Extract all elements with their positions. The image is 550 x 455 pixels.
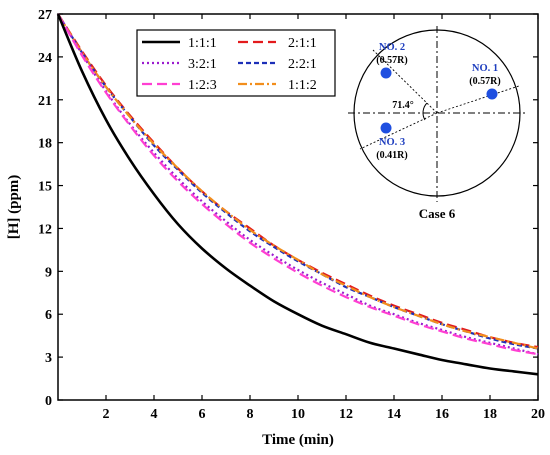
inset-point-2-label: NO. 2 xyxy=(379,42,405,53)
inset-point-2 xyxy=(380,67,392,79)
x-tick-label: 10 xyxy=(291,407,305,422)
x-tick-label: 20 xyxy=(531,407,545,422)
series-line-1-2-3 xyxy=(57,13,539,356)
y-tick-label: 0 xyxy=(45,394,52,409)
y-tick-label: 3 xyxy=(45,351,52,366)
series-line-3-2-1 xyxy=(57,13,539,356)
inset-point-1-radius: (0.57R) xyxy=(469,76,500,87)
legend: 1:1:1 2:1:1 3:2:1 2:2:1 1:2:3 1:1:2 xyxy=(136,29,336,97)
inset-point-3 xyxy=(380,122,392,134)
legend-label-1-1-1: 1:1:1 xyxy=(188,36,217,51)
x-tick-label: 4 xyxy=(151,407,158,422)
x-tick-label: 6 xyxy=(199,407,206,422)
x-tick-label: 8 xyxy=(247,407,254,422)
inset-angle-label: 71.4° xyxy=(392,100,414,111)
inset-point-1-label: NO. 1 xyxy=(472,63,498,74)
y-tick-label: 18 xyxy=(38,137,52,152)
inset-point-3-label: NO. 3 xyxy=(379,137,405,148)
legend-label-1-1-2: 1:1:2 xyxy=(288,78,317,93)
legend-label-3-2-1: 3:2:1 xyxy=(188,57,217,72)
inset-case-label: Case 6 xyxy=(419,206,456,221)
x-tick-label: 14 xyxy=(387,407,401,422)
inset-angle-arc xyxy=(422,102,428,121)
y-tick-label: 24 xyxy=(38,51,52,66)
x-tick-label: 16 xyxy=(435,407,449,422)
series-line-1-1-2 xyxy=(57,13,539,350)
y-tick-label: 27 xyxy=(38,8,52,23)
inset-ray-2 xyxy=(372,49,438,114)
x-tick-label: 12 xyxy=(339,407,353,422)
x-tick-label: 2 xyxy=(103,407,110,422)
y-tick-label: 6 xyxy=(45,308,52,323)
y-tick-label: 21 xyxy=(38,94,52,109)
inset-point-1 xyxy=(486,88,498,100)
inset-point-2-radius: (0.57R) xyxy=(376,55,407,66)
y-axis: 0 3 6 9 12 15 18 21 24 27 xyxy=(38,8,538,409)
inset-point-3-radius: (0.41R) xyxy=(376,150,407,161)
y-axis-title: [H] (ppm) xyxy=(6,175,22,240)
series-layer xyxy=(56,13,539,376)
x-tick-label: 18 xyxy=(483,407,497,422)
legend-label-1-2-3: 1:2:3 xyxy=(188,78,217,93)
legend-label-2-1-1: 2:1:1 xyxy=(288,36,317,51)
y-tick-label: 12 xyxy=(38,222,52,237)
x-axis-title: Time (min) xyxy=(262,432,334,448)
y-tick-label: 15 xyxy=(38,180,52,195)
x-axis: 2 4 6 8 10 12 14 16 18 20 xyxy=(103,14,545,422)
series-line-1-1-1 xyxy=(56,13,539,376)
y-tick-label: 9 xyxy=(45,265,52,280)
legend-label-2-2-1: 2:2:1 xyxy=(288,57,317,72)
inset-diagram: 71.4° NO. 1 (0.57R) NO. 2 (0.57R) NO. 3 … xyxy=(348,26,526,221)
